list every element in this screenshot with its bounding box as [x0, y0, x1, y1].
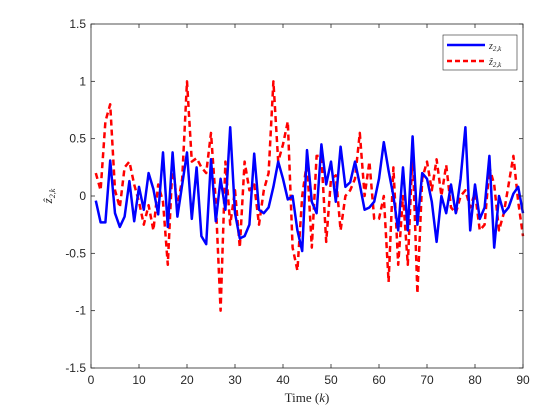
legend-label-series-2: ẑ2,k: [488, 57, 502, 69]
x-tick-label: 20: [180, 373, 194, 387]
x-tick-label: 70: [420, 373, 434, 387]
legend: z2,k ẑ2,k: [442, 34, 518, 71]
y-tick-label: -1: [75, 304, 86, 318]
x-tick-label: 60: [372, 373, 386, 387]
y-tick-label: 1: [79, 74, 86, 88]
x-tick-label: 10: [132, 373, 146, 387]
series-line-1: [94, 125, 525, 253]
y-tick-label: -1.5: [65, 361, 86, 375]
y-tick-label: -0.5: [65, 246, 86, 260]
legend-label-series-1: z2,k: [488, 41, 502, 53]
x-tick-label: 0: [88, 373, 95, 387]
plot-area: [91, 24, 523, 368]
y-axis-label: ẑ2,k: [40, 188, 57, 204]
series-line-2: [94, 80, 525, 312]
x-tick-label: 80: [468, 373, 482, 387]
x-tick-label: 30: [228, 373, 242, 387]
y-tick-label: 0.5: [69, 132, 86, 146]
legend-box: [442, 34, 518, 71]
x-axis-label: Time (k): [285, 390, 330, 405]
tick-layer: 0 10 20 30 40 50 60 70 80 90 -1.5 -1 -0.5 0 0.5 1 1.5: [65, 17, 530, 387]
series-layer: [94, 80, 525, 312]
x-tick-label: 50: [324, 373, 338, 387]
x-tick-label: 40: [276, 373, 290, 387]
y-tick-label: 1.5: [69, 17, 86, 31]
y-tick-label: 0: [79, 189, 86, 203]
x-tick-label: 90: [516, 373, 530, 387]
